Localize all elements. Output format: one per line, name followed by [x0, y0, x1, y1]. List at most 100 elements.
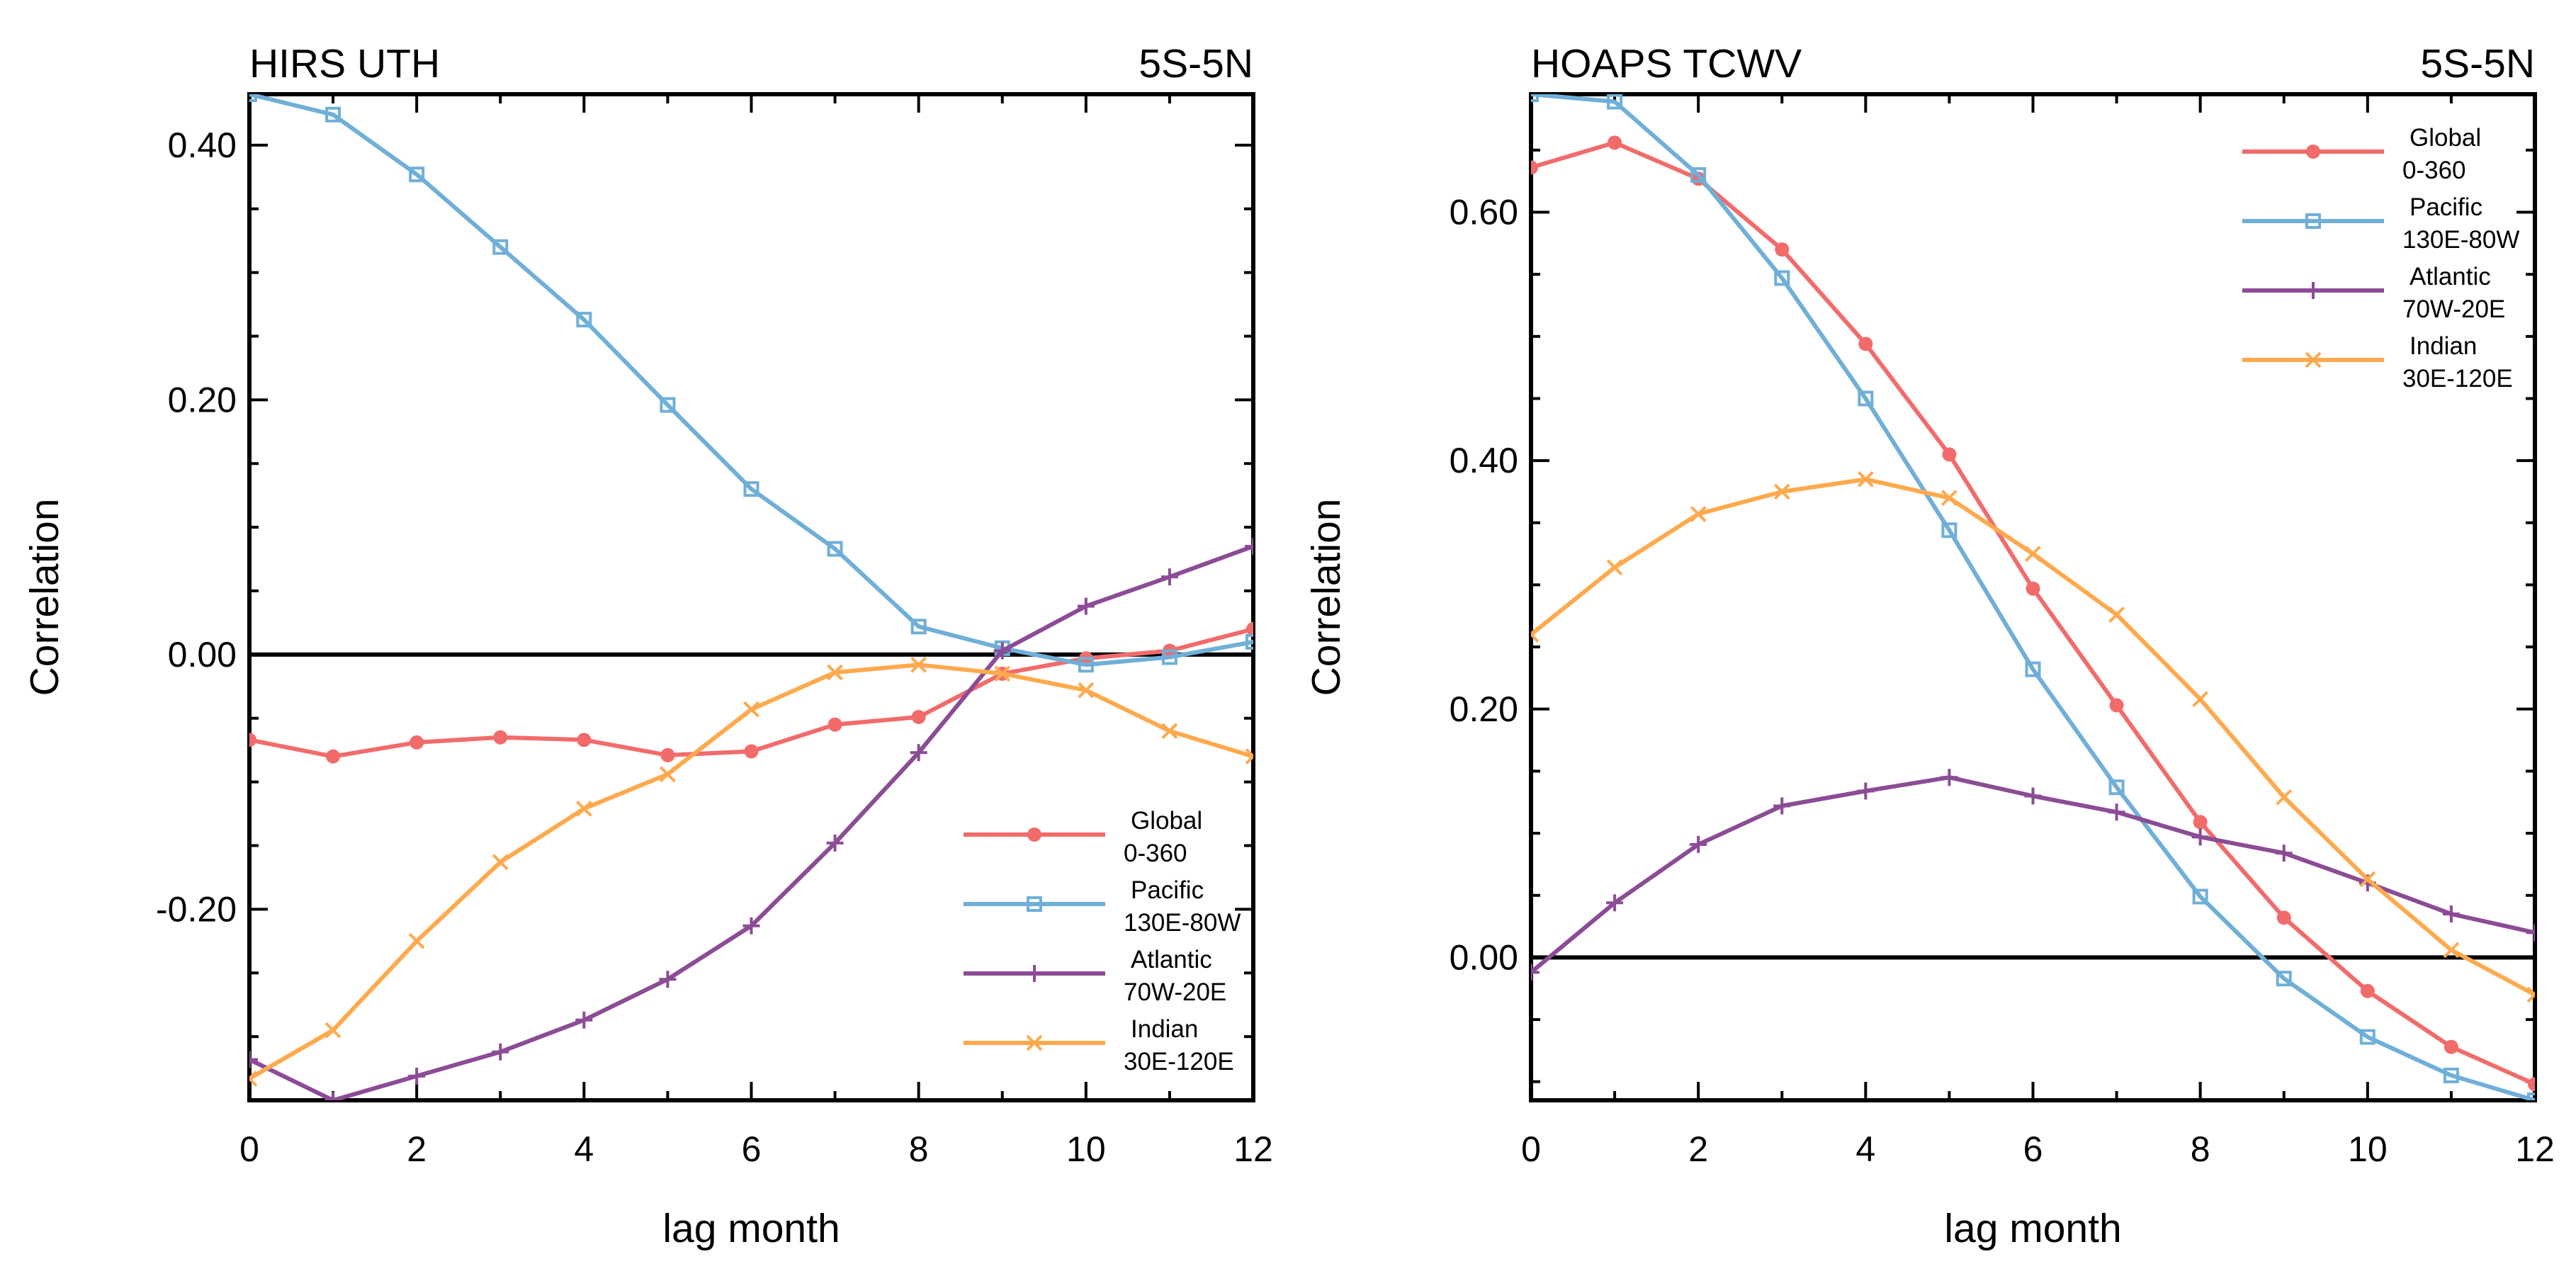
data-point-indian: [1857, 471, 1874, 487]
data-point-global: [2528, 1077, 2535, 1092]
data-point-indian: [2526, 986, 2535, 1003]
legend-marker-atlantic: [1026, 965, 1043, 982]
series-line-pacific: [249, 94, 1253, 667]
x-tick-label: 2: [1688, 1129, 1708, 1169]
data-point-global: [1942, 447, 1957, 462]
legend: Global 0-360 Pacific 130E-80W Atlantic 70W-20…: [964, 807, 1241, 1075]
data-point-global: [577, 733, 592, 747]
x-tick-label: 4: [1855, 1129, 1875, 1169]
data-point-pacific: [1858, 390, 1874, 407]
data-point-atlantic: [1077, 597, 1095, 615]
legend-name-global: Global: [2410, 124, 2481, 152]
data-point-global: [1531, 160, 1538, 175]
x-tick-label: 0: [1521, 1129, 1541, 1169]
data-point-global: [1608, 135, 1622, 150]
x-axis-label: lag month: [1944, 1206, 2121, 1251]
data-point-pacific: [1245, 633, 1253, 650]
series-indian: [1531, 471, 2535, 1003]
data-point-pacific: [409, 166, 425, 183]
data-point-atlantic: [2191, 828, 2209, 846]
data-point-pacific: [492, 239, 509, 255]
data-point-indian: [660, 766, 676, 783]
data-point-global: [911, 709, 926, 724]
data-point-pacific: [910, 619, 927, 635]
legend-region-pacific: 130E-80W: [2402, 226, 2519, 254]
data-point-atlantic: [2442, 905, 2460, 923]
data-point-pacific: [1161, 649, 1177, 665]
data-point-atlantic: [2275, 845, 2293, 862]
x-tick-label: 10: [1066, 1129, 1106, 1169]
data-point-indian: [1773, 483, 1790, 500]
y-tick-label: -0.20: [156, 889, 237, 929]
data-point-global: [1775, 242, 1790, 257]
data-point-pacific: [1078, 657, 1094, 673]
data-point-atlantic: [249, 1051, 258, 1068]
data-point-indian: [1941, 490, 1958, 507]
legend-region-pacific: 130E-80W: [1124, 909, 1241, 937]
data-point-indian: [492, 854, 509, 871]
panel-title: HIRS UTH: [249, 41, 440, 86]
y-tick-label: 0.40: [1450, 441, 1518, 480]
data-point-global: [2444, 1039, 2458, 1054]
series-atlantic: [249, 538, 1253, 1100]
data-point-indian: [2192, 691, 2209, 708]
data-point-global: [2360, 983, 2375, 998]
data-point-global: [2109, 698, 2124, 713]
data-point-global: [2276, 910, 2291, 925]
data-point-indian: [1161, 723, 1178, 740]
data-point-atlantic: [993, 642, 1011, 660]
x-tick-label: 8: [909, 1129, 929, 1169]
legend-marker-global: [1027, 828, 1041, 842]
legend-name-atlantic: Atlantic: [1131, 946, 1212, 973]
data-point-pacific: [660, 397, 676, 413]
series-line-indian: [249, 662, 1253, 1081]
y-tick-label: 0.40: [168, 125, 237, 165]
data-point-atlantic: [910, 744, 927, 762]
data-point-pacific: [2359, 1029, 2376, 1045]
legend-region-global: 0-360: [1124, 840, 1187, 867]
data-point-global: [2026, 581, 2040, 596]
series-indian: [249, 656, 1253, 1087]
data-point-atlantic: [324, 1092, 342, 1100]
data-point-indian: [827, 664, 843, 681]
data-point-indian: [408, 932, 425, 949]
y-tick-label: 0.20: [168, 380, 237, 419]
legend-name-pacific: Pacific: [2410, 193, 2482, 221]
data-point-pacific: [2443, 1067, 2459, 1083]
data-point-global: [1246, 621, 1253, 636]
x-tick-label: 6: [742, 1129, 762, 1169]
data-point-indian: [1606, 559, 1623, 576]
data-point-atlantic: [1531, 964, 1540, 981]
data-point-global: [249, 733, 256, 747]
series-global: [1531, 135, 2535, 1092]
data-point-indian: [994, 665, 1011, 682]
x-tick-label: 12: [1233, 1129, 1273, 1169]
data-point-pacific: [1690, 166, 1707, 183]
y-tick-label: 0.00: [168, 635, 237, 674]
legend-marker-pacific: [2305, 213, 2321, 229]
data-point-global: [493, 730, 508, 745]
y-axis-label: Correlation: [22, 499, 67, 696]
series-line-pacific: [1531, 94, 2535, 1100]
series-line-atlantic: [1531, 775, 2535, 975]
data-point-indian: [2025, 546, 2041, 563]
x-tick-label: 10: [2348, 1129, 2388, 1169]
data-point-indian: [743, 701, 759, 718]
x-tick-label: 0: [239, 1129, 259, 1169]
data-point-global: [827, 717, 842, 732]
legend-region-atlantic: 70W-20E: [2402, 295, 2505, 323]
data-point-atlantic: [408, 1067, 426, 1085]
data-point-atlantic: [575, 1011, 593, 1029]
data-point-atlantic: [1160, 568, 1178, 586]
data-point-atlantic: [1857, 782, 1875, 800]
series-line-global: [249, 626, 1253, 759]
series-line-global: [1531, 140, 2535, 1087]
series-atlantic: [1531, 769, 2535, 981]
data-point-indian: [324, 1022, 341, 1039]
data-point-indian: [1078, 682, 1095, 699]
data-point-pacific: [325, 106, 341, 123]
data-point-atlantic: [2024, 787, 2042, 805]
data-point-indian: [2276, 789, 2293, 806]
legend-name-indian: Indian: [2410, 332, 2477, 360]
y-tick-label: 0.20: [1450, 689, 1518, 729]
